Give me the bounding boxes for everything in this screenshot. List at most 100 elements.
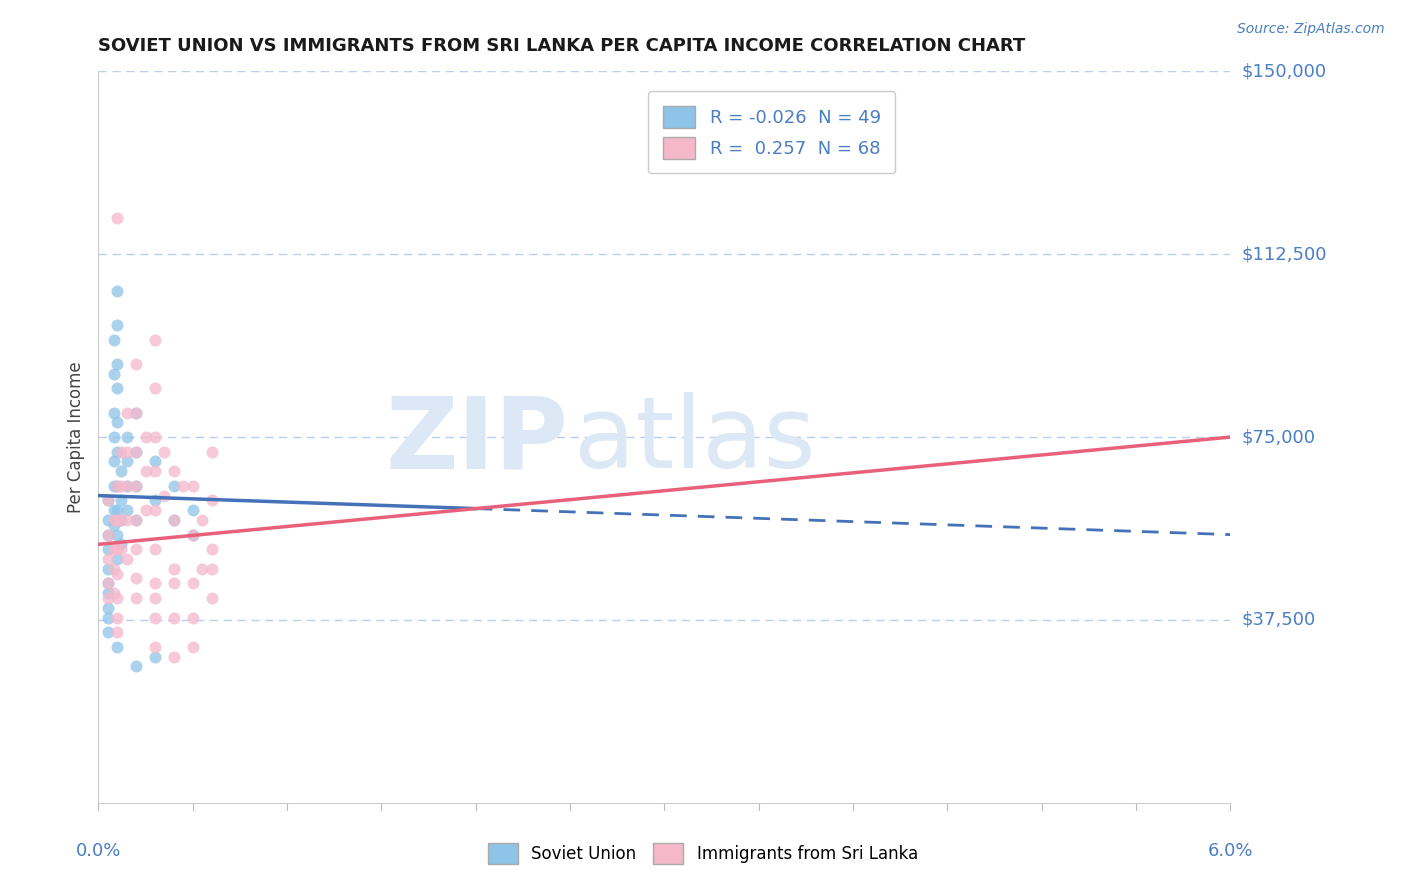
Point bbox=[115, 503, 138, 517]
Point bbox=[103, 430, 125, 444]
Point bbox=[97, 493, 120, 508]
Point bbox=[125, 406, 148, 420]
Point bbox=[105, 479, 128, 493]
Text: atlas: atlas bbox=[574, 392, 815, 489]
Point bbox=[125, 513, 148, 527]
Point bbox=[135, 464, 157, 478]
Point bbox=[103, 562, 125, 576]
Point bbox=[143, 333, 166, 347]
Point bbox=[115, 444, 138, 458]
Point bbox=[143, 591, 166, 605]
Point bbox=[105, 591, 128, 605]
Point bbox=[105, 552, 128, 566]
Point bbox=[105, 416, 128, 430]
Point bbox=[191, 562, 214, 576]
Point bbox=[201, 444, 224, 458]
Point bbox=[153, 489, 176, 503]
Point bbox=[105, 527, 128, 541]
Point bbox=[97, 586, 120, 600]
Point bbox=[103, 479, 125, 493]
Point bbox=[97, 527, 120, 541]
Point bbox=[143, 576, 166, 591]
Point bbox=[163, 513, 186, 527]
Point bbox=[181, 527, 204, 541]
Point bbox=[97, 527, 120, 541]
Point bbox=[105, 444, 128, 458]
Point bbox=[103, 513, 125, 527]
Point bbox=[163, 576, 186, 591]
Point bbox=[105, 357, 128, 371]
Point bbox=[201, 542, 224, 557]
Point bbox=[125, 406, 148, 420]
Point bbox=[181, 479, 204, 493]
Point bbox=[97, 552, 120, 566]
Point bbox=[105, 640, 128, 654]
Text: $112,500: $112,500 bbox=[1241, 245, 1327, 263]
Point bbox=[115, 552, 138, 566]
Point bbox=[163, 479, 186, 493]
Point bbox=[105, 542, 128, 557]
Point bbox=[103, 517, 125, 532]
Point bbox=[181, 576, 204, 591]
Point bbox=[201, 591, 224, 605]
Point bbox=[110, 464, 132, 478]
Point bbox=[110, 513, 132, 527]
Point bbox=[110, 513, 132, 527]
Point bbox=[105, 625, 128, 640]
Point bbox=[97, 591, 120, 605]
Point bbox=[97, 576, 120, 591]
Point bbox=[125, 659, 148, 673]
Point bbox=[97, 610, 120, 624]
Legend: R = -0.026  N = 49, R =  0.257  N = 68: R = -0.026 N = 49, R = 0.257 N = 68 bbox=[648, 91, 896, 173]
Point bbox=[105, 566, 128, 581]
Point bbox=[110, 479, 132, 493]
Point bbox=[105, 381, 128, 395]
Point bbox=[143, 430, 166, 444]
Point bbox=[115, 479, 138, 493]
Point bbox=[143, 464, 166, 478]
Point bbox=[125, 572, 148, 586]
Point bbox=[105, 284, 128, 298]
Point bbox=[125, 479, 148, 493]
Point bbox=[135, 503, 157, 517]
Point bbox=[115, 513, 138, 527]
Point bbox=[97, 600, 120, 615]
Point bbox=[110, 537, 132, 551]
Point bbox=[181, 640, 204, 654]
Point bbox=[110, 493, 132, 508]
Text: 6.0%: 6.0% bbox=[1208, 842, 1253, 860]
Point bbox=[143, 640, 166, 654]
Point bbox=[97, 542, 120, 557]
Text: $150,000: $150,000 bbox=[1241, 62, 1326, 80]
Text: ZIP: ZIP bbox=[385, 392, 568, 489]
Point bbox=[125, 479, 148, 493]
Point bbox=[163, 649, 186, 664]
Point bbox=[172, 479, 194, 493]
Point bbox=[143, 610, 166, 624]
Text: SOVIET UNION VS IMMIGRANTS FROM SRI LANKA PER CAPITA INCOME CORRELATION CHART: SOVIET UNION VS IMMIGRANTS FROM SRI LANK… bbox=[98, 37, 1025, 54]
Point bbox=[143, 503, 166, 517]
Point bbox=[143, 454, 166, 468]
Point bbox=[191, 513, 214, 527]
Point bbox=[125, 444, 148, 458]
Point bbox=[143, 649, 166, 664]
Point bbox=[135, 430, 157, 444]
Text: $75,000: $75,000 bbox=[1241, 428, 1316, 446]
Point bbox=[181, 610, 204, 624]
Point bbox=[115, 479, 138, 493]
Point bbox=[105, 479, 128, 493]
Point bbox=[103, 586, 125, 600]
Point bbox=[181, 527, 204, 541]
Point bbox=[105, 318, 128, 332]
Point bbox=[105, 610, 128, 624]
Point bbox=[201, 493, 224, 508]
Point bbox=[97, 562, 120, 576]
Point bbox=[103, 406, 125, 420]
Point bbox=[163, 562, 186, 576]
Point bbox=[143, 493, 166, 508]
Point bbox=[115, 406, 138, 420]
Point bbox=[103, 454, 125, 468]
Text: 0.0%: 0.0% bbox=[76, 842, 121, 860]
Point bbox=[97, 625, 120, 640]
Point bbox=[110, 444, 132, 458]
